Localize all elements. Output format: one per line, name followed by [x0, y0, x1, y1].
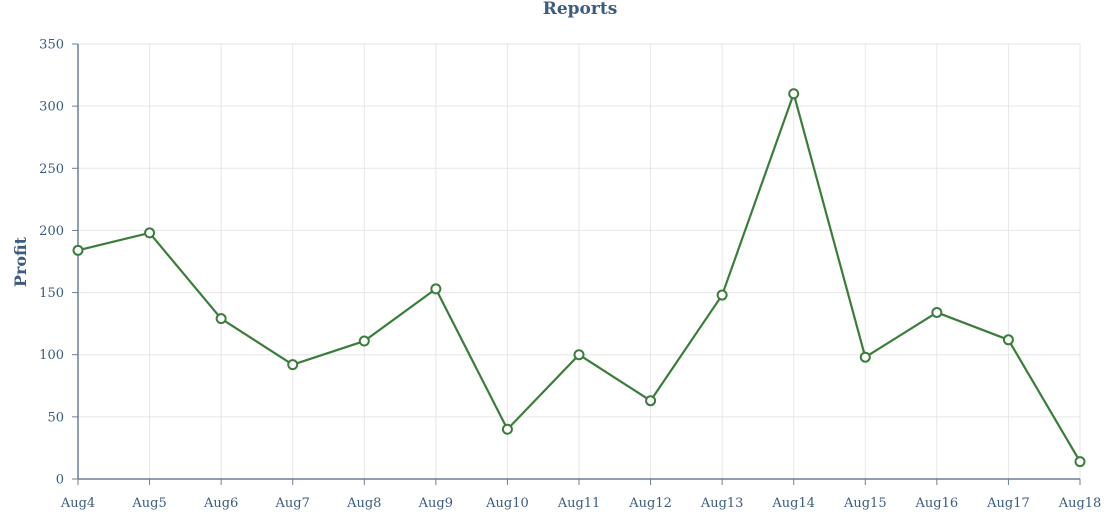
data-point[interactable] [430, 283, 442, 295]
data-point[interactable] [788, 88, 800, 100]
data-point[interactable] [716, 289, 728, 301]
y-tick-label: 150 [39, 286, 64, 301]
y-tick-label: 50 [47, 410, 64, 425]
grid [77, 43, 1081, 479]
data-point[interactable] [72, 244, 84, 256]
data-point[interactable] [573, 349, 585, 361]
data-point[interactable] [358, 335, 370, 347]
x-tick-label: Aug17 [986, 496, 1030, 511]
y-tick-label: 0 [56, 473, 64, 488]
y-tick-label: 100 [39, 348, 64, 363]
series [72, 88, 1086, 468]
x-tick-label: Aug5 [131, 496, 166, 511]
y-tick-label: 300 [39, 100, 64, 115]
chart-title: Reports [543, 0, 618, 19]
data-point[interactable] [645, 395, 657, 407]
y-tick-label: 250 [39, 162, 64, 177]
data-point[interactable] [501, 423, 513, 435]
x-tick-label: Aug14 [771, 496, 815, 511]
y-axis-label: Profit [11, 236, 30, 287]
x-tick-label: Aug9 [418, 496, 453, 511]
x-tick-label: Aug4 [60, 496, 95, 511]
y-axis-ticks: 0 50 100 150 200 250 300 350 [39, 38, 78, 488]
x-tick-label: Aug13 [700, 496, 744, 511]
y-tick-label: 350 [39, 38, 64, 53]
data-point[interactable] [287, 359, 299, 371]
data-point[interactable] [144, 227, 156, 239]
y-tick-label: 200 [39, 224, 64, 239]
x-tick-label: Aug8 [346, 496, 381, 511]
data-point[interactable] [215, 313, 227, 325]
x-tick-label: Aug12 [628, 496, 672, 511]
data-point[interactable] [1074, 456, 1086, 468]
x-tick-label: Aug7 [275, 496, 310, 511]
x-tick-label: Aug15 [843, 496, 887, 511]
x-tick-label: Aug11 [557, 496, 601, 511]
data-point[interactable] [859, 351, 871, 363]
x-tick-label: Aug18 [1058, 496, 1102, 511]
x-tick-label: Aug16 [915, 496, 959, 511]
x-tick-label: Aug10 [485, 496, 529, 511]
x-axis-ticks: Aug4 Aug5 Aug6 Aug7 Aug8 Aug9 Aug10 Aug11 Aug12 A… [60, 479, 1101, 511]
data-point[interactable] [1002, 334, 1014, 346]
data-point[interactable] [931, 306, 943, 318]
x-tick-label: Aug6 [203, 496, 238, 511]
